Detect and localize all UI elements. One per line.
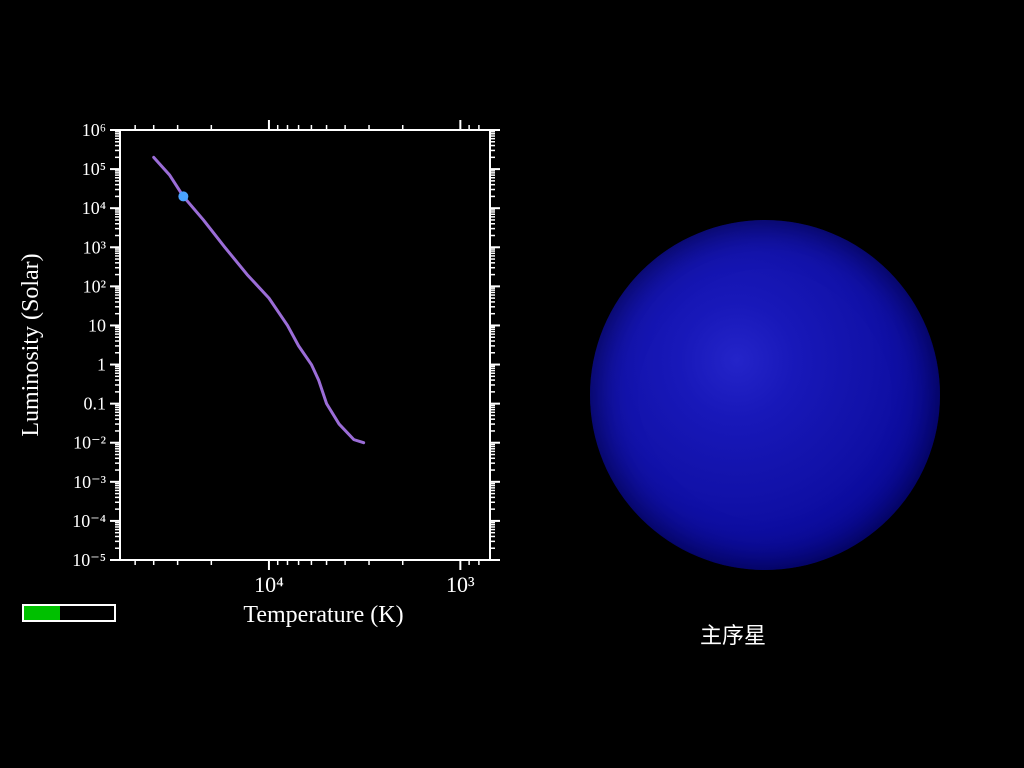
svg-text:10⁻⁴: 10⁻⁴ bbox=[72, 511, 106, 531]
svg-text:10⁻²: 10⁻² bbox=[73, 433, 106, 453]
svg-text:Luminosity (Solar): Luminosity (Solar) bbox=[18, 253, 44, 436]
svg-text:10⁴: 10⁴ bbox=[254, 572, 284, 597]
star-circle bbox=[590, 220, 940, 570]
svg-text:10: 10 bbox=[88, 315, 106, 335]
svg-text:10⁴: 10⁴ bbox=[82, 198, 106, 218]
svg-text:10⁻³: 10⁻³ bbox=[73, 472, 107, 492]
svg-text:0.1: 0.1 bbox=[84, 394, 107, 414]
stage: 10⁶ 10⁵ 10⁴ 10³ 10² 10 1 0.1 10⁻² 10⁻³ 10⁻⁴ 10⁻⁵ 10⁴… bbox=[0, 0, 1024, 768]
progress-fill bbox=[24, 606, 60, 620]
svg-text:10⁻⁵: 10⁻⁵ bbox=[72, 550, 106, 570]
progress-bar bbox=[22, 604, 116, 622]
svg-text:10³: 10³ bbox=[83, 237, 107, 257]
svg-text:1: 1 bbox=[97, 355, 106, 375]
hr-diagram-chart: 10⁶ 10⁵ 10⁴ 10³ 10² 10 1 0.1 10⁻² 10⁻³ 10⁻⁴ 10⁻⁵ 10⁴… bbox=[10, 110, 500, 640]
svg-text:10²: 10² bbox=[83, 276, 106, 296]
star-visual bbox=[590, 220, 940, 570]
svg-text:10⁵: 10⁵ bbox=[82, 159, 106, 179]
svg-text:Temperature (K): Temperature (K) bbox=[243, 602, 403, 628]
star-type-label: 主序星 bbox=[700, 618, 766, 650]
svg-text:10⁶: 10⁶ bbox=[82, 120, 106, 140]
svg-text:10³: 10³ bbox=[446, 572, 475, 597]
